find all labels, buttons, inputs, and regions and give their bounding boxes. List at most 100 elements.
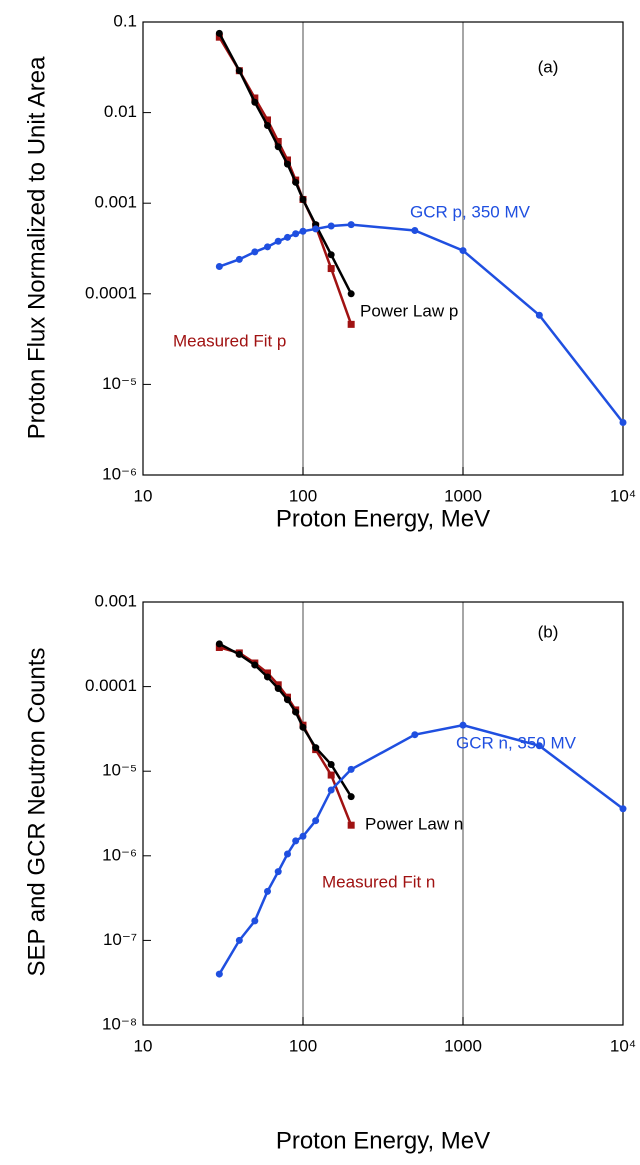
marker: [283, 156, 291, 164]
series-line: [218, 36, 353, 325]
y-tick-label: 10⁻⁷: [103, 930, 137, 949]
x-tick-label: 100: [289, 1036, 317, 1055]
marker: [347, 765, 355, 773]
marker: [264, 116, 272, 124]
x-tick-label: 10: [134, 1036, 153, 1055]
marker: [327, 786, 335, 794]
marker: [215, 643, 223, 651]
marker: [264, 243, 272, 251]
x-tick-label: 10⁴: [610, 486, 636, 505]
marker: [274, 137, 282, 145]
marker: [347, 320, 355, 328]
y-axis-title: SEP and GCR Neutron Counts: [23, 647, 50, 976]
series-label: Power Law p: [360, 301, 458, 320]
series-label: Power Law n: [365, 814, 463, 833]
x-tick-label: 10: [134, 486, 153, 505]
marker: [283, 160, 291, 168]
series-label: Measured Fit n: [322, 872, 435, 891]
marker: [264, 669, 272, 677]
marker: [299, 227, 307, 235]
x-axis-title: Proton Energy, MeV: [276, 505, 490, 532]
marker: [292, 230, 300, 238]
y-tick-label: 10⁻⁶: [102, 464, 137, 483]
marker: [292, 708, 300, 716]
marker: [299, 832, 307, 840]
marker: [274, 681, 282, 689]
marker: [411, 226, 419, 234]
marker: [299, 723, 307, 731]
marker: [299, 195, 307, 203]
marker: [347, 821, 355, 829]
series-line: [218, 223, 624, 424]
x-tick-label: 1000: [444, 486, 482, 505]
marker: [283, 696, 291, 704]
marker: [327, 265, 335, 273]
series-label: GCR n, 350 MV: [456, 733, 577, 752]
panel-annotation: (a): [538, 57, 559, 76]
y-tick-label: 0.001: [94, 193, 137, 212]
marker: [327, 251, 335, 259]
series-line: [219, 646, 353, 826]
series-label: Measured Fit p: [173, 331, 286, 350]
marker: [619, 418, 627, 426]
marker: [274, 684, 282, 692]
marker: [251, 98, 259, 106]
plot-frame: [142, 21, 624, 476]
plot-frame: [142, 601, 624, 1026]
marker: [347, 793, 355, 801]
series-line: [218, 723, 624, 975]
y-tick-label: 0.001: [94, 591, 137, 610]
marker: [312, 817, 320, 825]
y-tick-label: 0.1: [113, 11, 137, 30]
y-tick-label: 10⁻⁸: [102, 1014, 137, 1033]
marker: [235, 650, 243, 658]
y-tick-label: 10⁻⁵: [102, 761, 137, 780]
y-tick-label: 0.0001: [85, 283, 137, 302]
marker: [264, 122, 272, 130]
marker: [459, 247, 467, 255]
marker: [411, 731, 419, 739]
marker: [312, 225, 320, 233]
marker: [347, 221, 355, 229]
marker: [215, 970, 223, 978]
marker: [274, 868, 282, 876]
marker: [283, 850, 291, 858]
series-label: GCR p, 350 MV: [410, 202, 531, 221]
y-tick-label: 10⁻⁶: [102, 845, 137, 864]
x-tick-label: 100: [289, 486, 317, 505]
marker: [251, 661, 259, 669]
marker: [264, 673, 272, 681]
marker: [327, 222, 335, 230]
y-tick-label: 0.01: [104, 102, 137, 121]
marker: [251, 917, 259, 925]
marker: [535, 311, 543, 319]
marker: [327, 771, 335, 779]
marker: [215, 29, 223, 37]
marker: [251, 248, 259, 256]
marker: [235, 255, 243, 263]
marker: [274, 237, 282, 245]
marker: [274, 143, 282, 151]
marker: [459, 721, 467, 729]
marker: [292, 837, 300, 845]
x-tick-label: 1000: [444, 1036, 482, 1055]
marker: [283, 233, 291, 241]
y-tick-label: 0.0001: [85, 676, 137, 695]
marker: [264, 887, 272, 895]
marker: [619, 805, 627, 813]
marker: [312, 744, 320, 752]
marker: [292, 178, 300, 186]
marker: [347, 290, 355, 298]
y-axis-title: Proton Flux Normalized to Unit Area: [23, 56, 50, 439]
marker: [235, 936, 243, 944]
y-tick-label: 10⁻⁵: [102, 374, 137, 393]
x-axis-title: Proton Energy, MeV: [276, 1127, 490, 1154]
x-tick-label: 10⁴: [610, 1036, 636, 1055]
panel-annotation: (b): [538, 622, 559, 641]
marker: [235, 67, 243, 75]
marker: [215, 263, 223, 271]
marker: [535, 742, 543, 750]
marker: [251, 94, 259, 102]
marker: [327, 761, 335, 769]
